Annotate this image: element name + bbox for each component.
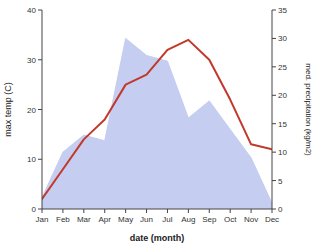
y-tick-label: 20 <box>27 106 36 115</box>
y-tick-label: 40 <box>27 6 36 15</box>
y-tick <box>38 10 42 11</box>
y2-tick-label: 0 <box>278 205 283 214</box>
temperature-line <box>42 40 272 199</box>
y2-tick <box>272 38 276 39</box>
x-tick <box>146 209 147 213</box>
y2-tick-label: 25 <box>278 63 287 72</box>
y-axis-label: max temp (C) <box>3 82 13 137</box>
x-tick <box>230 209 231 213</box>
x-tick-label: Feb <box>56 215 70 224</box>
precipitation-area <box>42 38 272 209</box>
x-tick-label: Aug <box>181 215 195 224</box>
x-tick <box>42 209 43 213</box>
x-tick-label: Sep <box>202 215 217 224</box>
y2-tick-label: 15 <box>278 120 287 129</box>
y2-axis-line <box>272 10 273 209</box>
y-tick <box>38 209 42 210</box>
x-tick-label: Jun <box>140 215 153 224</box>
y2-tick <box>272 152 276 153</box>
y-tick <box>38 109 42 110</box>
x-tick-label: May <box>118 215 133 224</box>
x-axis-label: date (month) <box>130 233 185 243</box>
y2-tick-label: 5 <box>278 177 283 186</box>
y-tick <box>38 159 42 160</box>
y2-tick-label: 10 <box>278 148 287 157</box>
x-tick-label: Oct <box>224 215 237 224</box>
y-tick-label: 0 <box>32 205 37 214</box>
x-tick <box>62 209 63 213</box>
x-tick-label: Apr <box>99 215 112 224</box>
y2-tick <box>272 10 276 11</box>
y2-tick <box>272 123 276 124</box>
x-tick-label: Nov <box>244 215 258 224</box>
y2-tick-label: 35 <box>278 6 287 15</box>
x-tick-label: Mar <box>77 215 91 224</box>
y-tick-label: 10 <box>27 155 36 164</box>
y2-tick-label: 20 <box>278 91 287 100</box>
chart: 0 10 20 30 40 0 5 10 15 20 25 30 35 Jan Feb Mar Apr May Ju… <box>0 0 318 247</box>
x-tick <box>83 209 84 213</box>
y2-tick <box>272 180 276 181</box>
x-axis-line <box>42 209 272 210</box>
y2-axis-label: med. precipitation (kg/m2) <box>304 63 313 156</box>
x-tick <box>167 209 168 213</box>
x-tick <box>209 209 210 213</box>
y-tick-label: 30 <box>27 56 36 65</box>
x-tick-label: Jul <box>162 215 172 224</box>
y2-tick <box>272 95 276 96</box>
y-tick <box>38 59 42 60</box>
x-tick <box>104 209 105 213</box>
y2-tick-label: 30 <box>278 34 287 43</box>
y2-tick <box>272 209 276 210</box>
x-tick <box>188 209 189 213</box>
x-tick <box>251 209 252 213</box>
x-tick-label: Dec <box>265 215 279 224</box>
x-tick <box>125 209 126 213</box>
y2-tick <box>272 66 276 67</box>
x-tick-label: Jan <box>36 215 49 224</box>
plot-area <box>42 38 272 209</box>
x-tick <box>272 209 273 213</box>
